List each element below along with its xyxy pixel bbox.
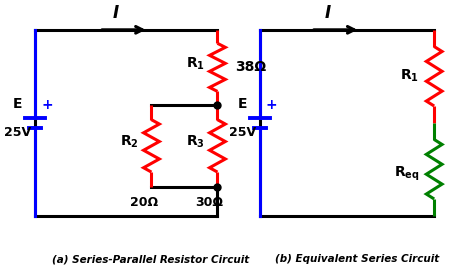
Text: $\mathbf{R_{eq}}$: $\mathbf{R_{eq}}$ <box>394 165 419 183</box>
Text: I: I <box>325 4 331 22</box>
Text: 25V: 25V <box>4 126 31 139</box>
Text: $\mathbf{R_2}$: $\mathbf{R_2}$ <box>120 134 139 150</box>
Text: E: E <box>237 96 247 111</box>
Text: 38Ω: 38Ω <box>235 60 266 74</box>
Text: +: + <box>41 99 53 112</box>
Text: (b) Equivalent Series Circuit: (b) Equivalent Series Circuit <box>275 254 439 264</box>
Text: $\mathbf{R_3}$: $\mathbf{R_3}$ <box>186 134 205 150</box>
Text: (a) Series-Parallel Resistor Circuit: (a) Series-Parallel Resistor Circuit <box>52 254 250 264</box>
Text: 20Ω: 20Ω <box>129 197 158 209</box>
Text: 25V: 25V <box>228 126 255 139</box>
Text: +: + <box>266 99 277 112</box>
Text: $\mathbf{R_1}$: $\mathbf{R_1}$ <box>186 55 205 72</box>
Text: I: I <box>113 4 119 22</box>
Text: 30Ω: 30Ω <box>196 197 224 209</box>
Text: $\mathbf{R_1}$: $\mathbf{R_1}$ <box>400 68 419 84</box>
Text: E: E <box>13 96 22 111</box>
